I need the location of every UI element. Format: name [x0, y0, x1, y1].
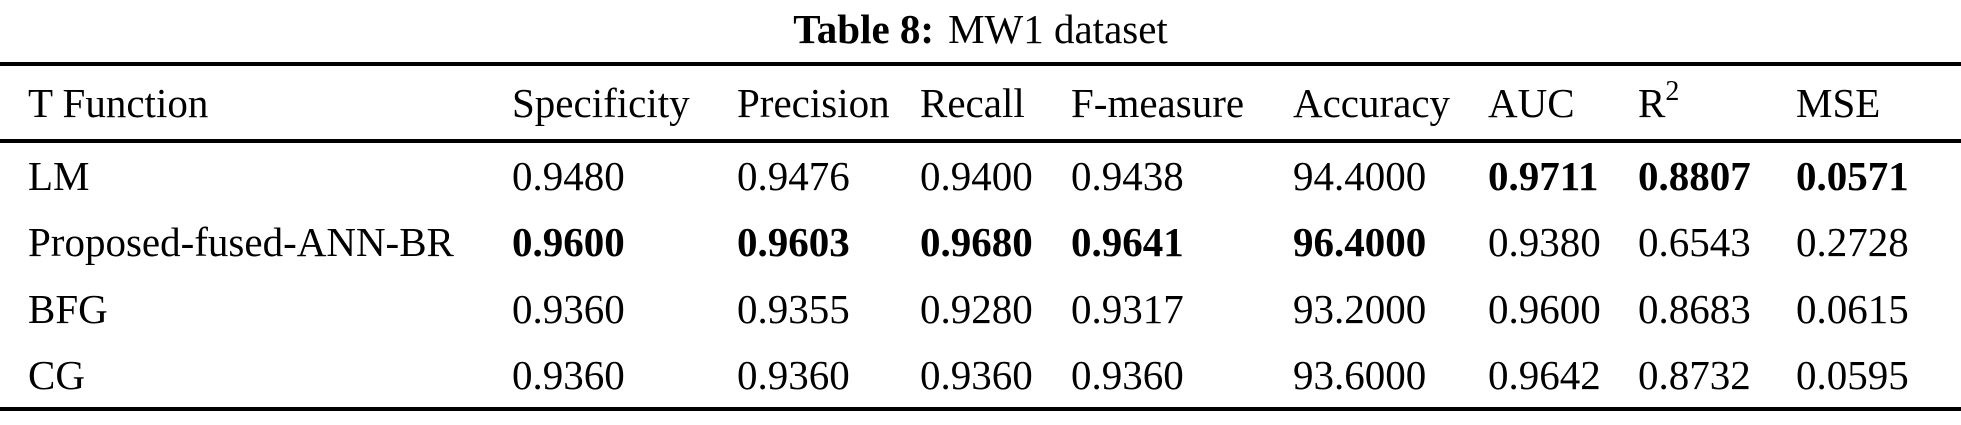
- value-cell: 0.9355: [737, 285, 850, 332]
- header-r-squared-exponent: 2: [1665, 75, 1680, 107]
- table-caption: Table 8: MW1 dataset: [0, 0, 1961, 62]
- value-cell: 94.4000: [1293, 152, 1427, 199]
- header-specificity: Specificity: [512, 79, 690, 126]
- results-table: T Function Specificity Precision Recall …: [0, 62, 1961, 411]
- header-auc: AUC: [1488, 79, 1575, 126]
- header-recall: Recall: [920, 79, 1025, 126]
- value-cell: 0.9360: [512, 285, 625, 332]
- value-cell: 0.8683: [1638, 285, 1751, 332]
- header-accuracy: Accuracy: [1293, 79, 1451, 126]
- header-f-measure: F-measure: [1071, 79, 1245, 126]
- value-cell: 0.9642: [1488, 351, 1601, 398]
- value-cell: 0.8807: [1638, 152, 1751, 199]
- value-cell: 0.9438: [1071, 152, 1184, 199]
- table-row: Proposed-fused-ANN-BR 0.9600 0.9603 0.9680 0…: [0, 208, 1961, 275]
- header-precision: Precision: [737, 79, 890, 126]
- value-cell: 0.9360: [512, 351, 625, 398]
- header-t-function: T Function: [28, 79, 209, 126]
- value-cell: 0.9641: [1071, 218, 1184, 265]
- header-r-squared-base: R: [1638, 79, 1666, 126]
- value-cell: 0.9400: [920, 152, 1033, 199]
- value-cell: 0.8732: [1638, 351, 1751, 398]
- value-cell: 0.9280: [920, 285, 1033, 332]
- table-caption-number: Table 8:: [793, 6, 935, 52]
- value-cell: 0.9480: [512, 152, 625, 199]
- header-r-squared: R2: [1638, 64, 1796, 141]
- value-cell: 0.0615: [1796, 285, 1909, 332]
- table-row: BFG 0.9360 0.9355 0.9280 0.9317 93.2000 0.9600…: [0, 275, 1961, 342]
- value-cell: 0.6543: [1638, 218, 1751, 265]
- value-cell: 93.2000: [1293, 285, 1427, 332]
- table-caption-text: MW1 dataset: [948, 6, 1168, 52]
- header-mse: MSE: [1796, 79, 1881, 126]
- value-cell: 0.9680: [920, 218, 1033, 265]
- value-cell: 0.9360: [1071, 351, 1184, 398]
- row-label: CG: [28, 351, 85, 398]
- table-header: T Function Specificity Precision Recall …: [0, 64, 1961, 141]
- value-cell: 0.9360: [737, 351, 850, 398]
- value-cell: 96.4000: [1293, 218, 1427, 265]
- value-cell: 0.9476: [737, 152, 850, 199]
- value-cell: 0.9317: [1071, 285, 1184, 332]
- value-cell: 0.0571: [1796, 152, 1909, 199]
- table-row: LM 0.9480 0.9476 0.9400 0.9438 94.4000 0.9711 0…: [0, 141, 1961, 208]
- row-label: Proposed-fused-ANN-BR: [28, 218, 454, 265]
- value-cell: 0.0595: [1796, 351, 1909, 398]
- value-cell: 0.9603: [737, 218, 850, 265]
- row-label: LM: [28, 152, 90, 199]
- value-cell: 0.9360: [920, 351, 1033, 398]
- table-body: LM 0.9480 0.9476 0.9400 0.9438 94.4000 0.9711 0…: [0, 141, 1961, 409]
- value-cell: 0.9711: [1488, 152, 1599, 199]
- value-cell: 0.9380: [1488, 218, 1601, 265]
- value-cell: 0.9600: [1488, 285, 1601, 332]
- table-row: CG 0.9360 0.9360 0.9360 0.9360 93.6000 0.9642 0…: [0, 342, 1961, 409]
- value-cell: 0.2728: [1796, 218, 1909, 265]
- value-cell: 0.9600: [512, 218, 625, 265]
- row-label: BFG: [28, 285, 108, 332]
- header-row: T Function Specificity Precision Recall …: [0, 64, 1961, 141]
- value-cell: 93.6000: [1293, 351, 1427, 398]
